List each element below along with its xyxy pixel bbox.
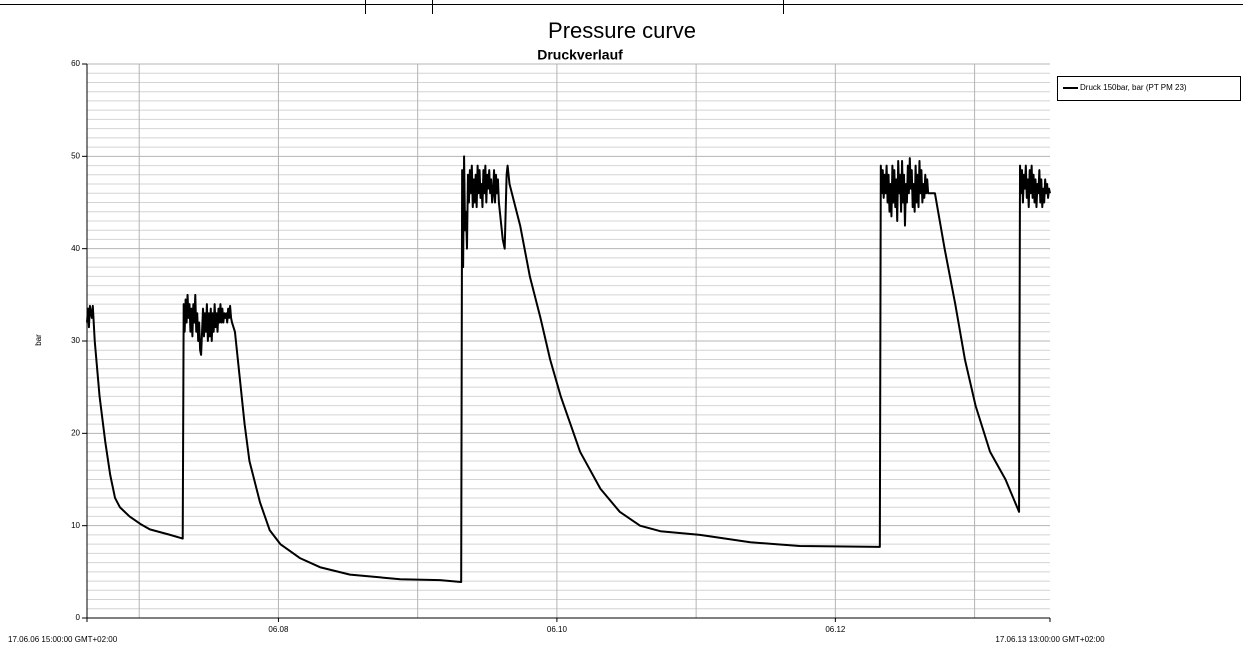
- x-tick-label: 06.08: [268, 625, 289, 634]
- x-tick-label: 17.06.06 15:00:00 GMT+02:00: [8, 635, 118, 644]
- y-tick-label: 30: [71, 336, 80, 345]
- legend-label: Druck 150bar, bar (PT PM 23): [1080, 83, 1187, 92]
- legend-box: [1057, 76, 1241, 101]
- chart-title: Druckverlauf: [537, 47, 623, 63]
- y-tick-label: 40: [71, 244, 80, 253]
- page-title: Pressure curve: [548, 18, 696, 43]
- y-axis-label: bar: [34, 334, 43, 346]
- y-tick-label: 50: [71, 151, 80, 160]
- y-tick-label: 10: [71, 521, 80, 530]
- x-tick-label: 06.10: [547, 625, 568, 634]
- y-tick-label: 60: [71, 59, 80, 68]
- y-tick-label: 20: [71, 428, 80, 437]
- x-tick-label: 06.12: [825, 625, 846, 634]
- line-series: [86, 155, 1051, 583]
- y-tick-label: 0: [76, 613, 81, 622]
- x-tick-label: 17.06.13 13:00:00 GMT+02:00: [995, 635, 1105, 644]
